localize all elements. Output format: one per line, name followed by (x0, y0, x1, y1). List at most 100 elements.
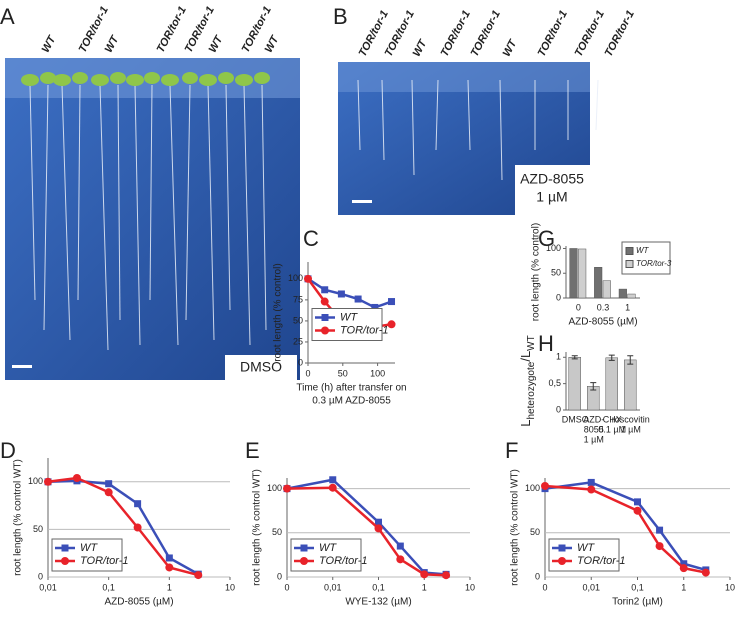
y-tick-label: 50 (272, 527, 282, 537)
marker (165, 563, 174, 572)
panel-letter: C (303, 226, 319, 251)
bar (594, 267, 603, 299)
marker (371, 303, 379, 311)
marker (387, 320, 396, 329)
bar (627, 293, 636, 299)
legend-label: WT (340, 311, 358, 323)
panel-letter: H (538, 331, 554, 356)
y-axis-label-part: heterozygote (526, 361, 537, 419)
marker (133, 523, 142, 532)
y-tick-label: 0 (556, 292, 561, 302)
photo-b (338, 62, 599, 217)
x-axis-label: Torin2 (µM) (612, 597, 663, 608)
marker (72, 473, 81, 482)
error-bar (571, 355, 578, 360)
legend-label: WT (80, 542, 98, 554)
y-tick-label: 0 (38, 571, 43, 581)
legend-box (311, 308, 383, 341)
panel-letter: E (245, 438, 260, 463)
marker (44, 477, 52, 486)
error-bar (590, 382, 597, 391)
marker (656, 526, 664, 534)
legend-marker (61, 544, 69, 552)
x-axis-label: AZD-8055 (µM) (104, 597, 173, 608)
y-tick-label: 0 (277, 571, 282, 581)
y-tick-label: 50 (33, 524, 43, 534)
x-tick-label: 0.1 µM (598, 424, 626, 434)
chart: F 0 50 100 0 0,01 0,1 1 10 Torin2 (µM) root length… (505, 438, 735, 608)
legend-label: TOR/tor-1 (80, 555, 129, 567)
legend-marker (321, 314, 329, 321)
y-tick-label: 100 (267, 483, 282, 493)
x-tick-label: 1 (422, 582, 427, 592)
bar (602, 280, 611, 299)
x-axis-label: Time (h) after transfer on (296, 383, 406, 394)
x-tick-label: DMSO (562, 414, 589, 424)
x-tick-label: 10 (225, 582, 235, 592)
panel-letter: D (0, 438, 16, 463)
legend-box (51, 538, 123, 572)
panel-letter: B (333, 4, 348, 29)
x-axis-label: 0.3 µM AZD-8055 (312, 396, 391, 407)
marker (396, 555, 405, 564)
y-tick-label: 0,5 (548, 378, 561, 388)
treatment-label: DMSO (240, 359, 282, 375)
x-tick-label: 10 (725, 582, 735, 592)
x-tick-label: 0,01 (39, 582, 57, 592)
y-tick-label: 75 (293, 294, 303, 304)
y-axis-label: root length (% control WT) (252, 469, 263, 586)
legend-marker (558, 557, 566, 565)
marker (541, 481, 549, 490)
legend-label: TOR/tor-1 (577, 555, 626, 567)
marker (374, 524, 383, 533)
y-tick-label: 0 (556, 404, 561, 414)
x-axis-label: WYE-132 (µM) (345, 597, 411, 608)
error-bar (608, 354, 615, 361)
marker (442, 571, 451, 580)
genotype-label: TOR/tor-1 (573, 9, 607, 59)
x-tick-label: 10 (465, 582, 475, 592)
x-tick-label: 1 (167, 582, 172, 592)
legend-label: WT (636, 246, 650, 255)
marker (165, 554, 173, 562)
marker (304, 274, 312, 283)
series-line (544, 481, 707, 572)
marker (634, 498, 641, 506)
legend-box (548, 538, 620, 572)
treatment-label: AZD-8055 (520, 171, 584, 187)
legend-label: TOR/tor-3 (636, 259, 672, 268)
marker (388, 298, 396, 306)
genotype-label: WT (207, 33, 226, 55)
marker (354, 295, 362, 303)
x-tick-label: 1 (681, 582, 686, 592)
legend-marker (300, 557, 308, 565)
y-tick-label: 100 (288, 273, 303, 283)
x-tick-label: 100 (370, 368, 385, 378)
x-tick-label: 8055 (584, 424, 604, 434)
x-tick-label: 0,01 (324, 582, 342, 592)
genotype-label: TOR/tor-1 (603, 9, 637, 59)
treatment-label: 1 µM (536, 189, 567, 205)
x-tick-label: 1 µM (584, 434, 604, 444)
marker (321, 286, 329, 294)
x-axis-label: AZD-8055 (µM) (568, 317, 637, 328)
marker (633, 506, 642, 515)
bar (568, 357, 581, 411)
genotype-label: WT (40, 33, 59, 55)
marker (587, 478, 595, 486)
marker (320, 297, 329, 306)
x-tick-label: 50 (338, 368, 348, 378)
x-tick-label: 0 (305, 368, 310, 378)
bar (605, 357, 618, 411)
y-tick-label: 50 (551, 268, 561, 278)
panel-letter: F (505, 438, 518, 463)
y-axis-label: root length (% control WT) (510, 469, 521, 586)
chart: E 0 50 100 0 0,01 0,1 1 10 WYE-132 (µM) root lengt… (245, 438, 475, 608)
marker (337, 290, 345, 298)
bar (569, 248, 578, 299)
panel-letter: G (538, 226, 555, 251)
marker (194, 571, 203, 580)
y-axis-label: root length (% control) (273, 263, 284, 361)
marker (283, 484, 291, 493)
